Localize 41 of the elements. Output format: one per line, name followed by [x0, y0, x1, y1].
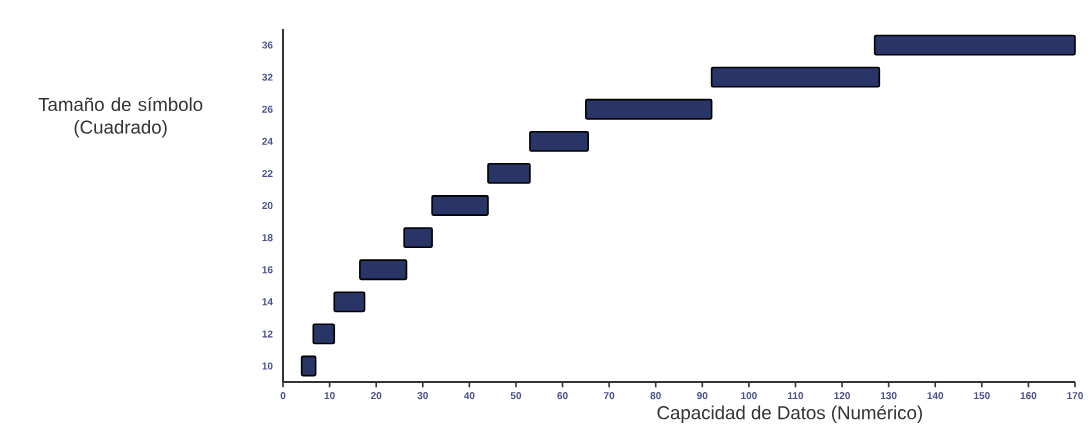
x-tick-label: 140 — [927, 392, 944, 400]
x-tick-label: 90 — [697, 392, 708, 400]
y-tick-label: 36 — [262, 41, 273, 49]
x-tick-label: 100 — [741, 392, 757, 400]
y-axis-title: Tamaño de símbolo (Cuadrado) — [38, 97, 203, 138]
x-axis-title: Capacidad de Datos (Numérico) — [657, 405, 922, 424]
x-tick-label: 50 — [510, 392, 522, 400]
bar — [487, 163, 531, 184]
x-tick-label: 170 — [1067, 392, 1083, 400]
x-tick-label: 70 — [604, 392, 615, 400]
x-tick-label: 120 — [834, 392, 850, 400]
y-tick-label: 22 — [262, 169, 273, 177]
bar — [403, 227, 433, 249]
x-tick-label: 0 — [280, 392, 286, 400]
bar — [431, 195, 489, 216]
x-tick-label: 150 — [974, 392, 990, 400]
y-tick-label: 18 — [262, 234, 273, 242]
x-tick-label: 160 — [1020, 392, 1037, 400]
y-tick-label: 12 — [262, 330, 273, 338]
y-tick-label: 26 — [262, 105, 273, 113]
bar — [312, 323, 336, 345]
y-tick-label: 10 — [262, 362, 273, 370]
x-tick-label: 30 — [417, 392, 428, 400]
bar — [529, 130, 589, 152]
y-tick-label: 14 — [262, 298, 273, 306]
y-tick-label: 32 — [262, 73, 273, 81]
x-tick-label: 40 — [463, 392, 475, 400]
x-tick-label: 110 — [788, 392, 804, 400]
y-tick-label: 24 — [262, 137, 273, 145]
y-tick-label: 16 — [262, 266, 273, 274]
x-tick-label: 20 — [370, 392, 382, 400]
y-tick-label: 20 — [262, 201, 273, 210]
x-tick-label: 80 — [650, 392, 661, 400]
bar — [333, 291, 366, 313]
bar — [585, 98, 713, 120]
bar — [710, 66, 881, 88]
bar — [300, 355, 317, 377]
x-tick-label: 10 — [324, 392, 335, 400]
x-tick-label: 130 — [880, 392, 897, 400]
bar — [359, 259, 408, 281]
x-tick-label: 60 — [557, 392, 568, 400]
